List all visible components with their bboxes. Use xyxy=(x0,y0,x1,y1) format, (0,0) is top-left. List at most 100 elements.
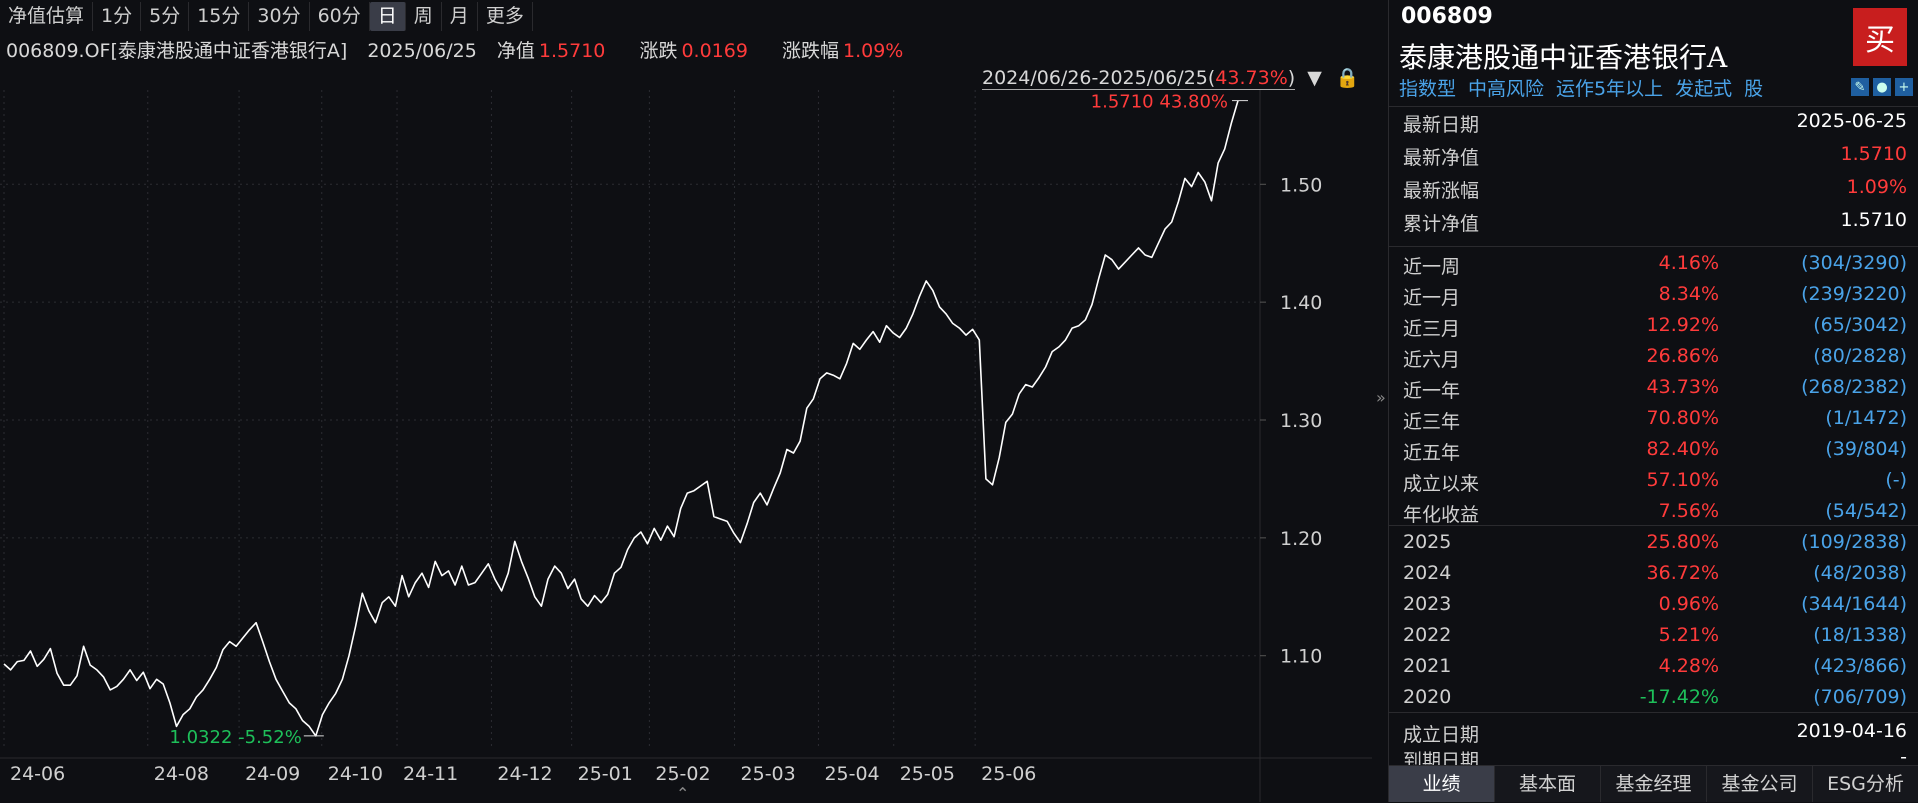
performance-pct: 7.56% xyxy=(1658,500,1719,522)
period-tab-8[interactable]: 月 xyxy=(442,2,478,31)
change-label: 涨跌 xyxy=(639,40,678,62)
performance-rank[interactable]: (80/2828) xyxy=(1813,345,1907,367)
period-tab-2[interactable]: 5分 xyxy=(141,2,190,31)
yearly-row: 2020 -17.42% (706/709) xyxy=(1403,686,1907,716)
performance-rank[interactable]: (304/3290) xyxy=(1801,252,1907,274)
yearly-label: 2024 xyxy=(1403,562,1452,584)
lock-icon[interactable]: 🔒 xyxy=(1335,67,1360,89)
performance-pct: 70.80% xyxy=(1646,407,1719,429)
period-tab-5[interactable]: 60分 xyxy=(310,2,370,31)
performance-rank[interactable]: (54/542) xyxy=(1825,500,1907,522)
performance-rank[interactable]: (39/804) xyxy=(1825,438,1907,460)
y-tick-label: 1.50 xyxy=(1280,174,1322,196)
fund-tag-4[interactable]: 股 xyxy=(1744,78,1764,100)
performance-pct: 57.10% xyxy=(1646,469,1719,491)
summary-row: 最新日期 2025-06-25 xyxy=(1403,110,1907,137)
range-selector[interactable]: 2024/06/26-2025/06/25(43.73%) ▼ 🔒 xyxy=(982,66,1360,90)
performance-row: 近三月 12.92% (65/3042) xyxy=(1403,314,1907,344)
performance-rank[interactable]: (-) xyxy=(1885,469,1907,491)
yearly-row: 2021 4.28% (423/866) xyxy=(1403,655,1907,685)
x-tick-label: 24-06 xyxy=(10,763,65,785)
nav-series-line xyxy=(3,100,1239,737)
performance-row: 年化收益 7.56% (54/542) xyxy=(1403,500,1907,530)
fund-tag-3[interactable]: 发起式 xyxy=(1675,78,1733,100)
period-tab-4[interactable]: 30分 xyxy=(249,2,310,31)
yearly-row: 2024 36.72% (48/2038) xyxy=(1403,562,1907,592)
maturity-row: 到期日期 - xyxy=(1403,746,1907,766)
divider xyxy=(1389,106,1918,107)
pct-label: 涨跌幅 xyxy=(781,40,839,62)
performance-pct: 8.34% xyxy=(1658,283,1719,305)
performance-label: 近一周 xyxy=(1403,256,1461,278)
period-tab-6[interactable]: 日 xyxy=(369,2,406,31)
panel-tab-0[interactable]: 业绩 xyxy=(1389,766,1495,802)
range-close: ) xyxy=(1287,67,1296,89)
performance-label: 年化收益 xyxy=(1403,504,1480,526)
y-tick-label: 1.10 xyxy=(1280,646,1322,668)
performance-rank[interactable]: (1/1472) xyxy=(1825,407,1907,429)
performance-row: 近六月 26.86% (80/2828) xyxy=(1403,345,1907,375)
edit-icon[interactable]: ✎ xyxy=(1851,78,1869,96)
maturity-value: - xyxy=(1900,746,1907,766)
period-tab-7[interactable]: 周 xyxy=(406,2,442,31)
divider xyxy=(1389,712,1918,713)
fund-tag-0[interactable]: 指数型 xyxy=(1399,78,1457,100)
yearly-rank[interactable]: (18/1338) xyxy=(1813,624,1907,646)
yearly-rank[interactable]: (109/2838) xyxy=(1801,531,1907,553)
period-tab-3[interactable]: 15分 xyxy=(189,2,250,31)
expand-bottom-icon[interactable]: ⌃ xyxy=(676,784,690,803)
fund-tag-2[interactable]: 运作5年以上 xyxy=(1556,78,1664,100)
range-dropdown-icon[interactable]: ▼ xyxy=(1307,67,1322,89)
x-tick-label: 25-02 xyxy=(655,763,710,785)
yearly-pct: 36.72% xyxy=(1646,562,1719,584)
yearly-pct: -17.42% xyxy=(1639,686,1719,708)
x-tick-label: 25-01 xyxy=(578,763,633,785)
yearly-label: 2021 xyxy=(1403,655,1452,677)
y-tick-label: 1.40 xyxy=(1280,292,1322,314)
panel-tab-3[interactable]: 基金公司 xyxy=(1707,766,1813,802)
founded-label: 成立日期 xyxy=(1403,724,1480,746)
performance-rank[interactable]: (239/3220) xyxy=(1801,283,1907,305)
performance-pct: 12.92% xyxy=(1646,314,1719,336)
yearly-rank[interactable]: (344/1644) xyxy=(1801,593,1907,615)
panel-tab-1[interactable]: 基本面 xyxy=(1495,766,1601,802)
buy-button[interactable]: 买 xyxy=(1853,8,1907,66)
yearly-pct: 4.28% xyxy=(1658,655,1719,677)
nav-line-chart[interactable]: 1.50 1.40 1.30 1.20 1.10 24-06 24-08 24-09 24-10… xyxy=(0,90,1372,802)
yearly-rank[interactable]: (706/709) xyxy=(1813,686,1907,708)
quote-date: 2025/06/25 xyxy=(367,40,477,62)
summary-value: 1.09% xyxy=(1846,176,1907,198)
summary-label: 累计净值 xyxy=(1403,213,1480,235)
panel-tab-4[interactable]: ESG分析 xyxy=(1813,766,1918,802)
summary-row: 最新涨幅 1.09% xyxy=(1403,176,1907,203)
fund-tag-1[interactable]: 中高风险 xyxy=(1468,78,1545,100)
performance-pct: 4.16% xyxy=(1658,252,1719,274)
summary-label: 最新净值 xyxy=(1403,147,1480,169)
period-tab-0[interactable]: 净值估算 xyxy=(0,2,94,31)
summary-value: 1.5710 xyxy=(1840,143,1907,165)
x-tick-label: 24-11 xyxy=(403,763,458,785)
nav-value: 1.5710 xyxy=(538,40,606,62)
yearly-row: 2025 25.80% (109/2838) xyxy=(1403,531,1907,561)
fund-info-panel: 006809 泰康港股通中证香港银行A 买 指数型 中高风险 运作5年以上 发起式股 … xyxy=(1388,0,1918,802)
add-icon[interactable]: + xyxy=(1895,78,1913,96)
range-text: 2024/06/26-2025/06/25( xyxy=(982,67,1216,89)
performance-rank[interactable]: (65/3042) xyxy=(1813,314,1907,336)
yearly-row: 2022 5.21% (18/1338) xyxy=(1403,624,1907,654)
performance-label: 近六月 xyxy=(1403,349,1461,371)
bell-icon[interactable]: ● xyxy=(1873,78,1891,96)
yearly-rank[interactable]: (48/2038) xyxy=(1813,562,1907,584)
yearly-pct: 5.21% xyxy=(1658,624,1719,646)
period-tab-1[interactable]: 1分 xyxy=(93,2,142,31)
y-tick-label: 1.20 xyxy=(1280,528,1322,550)
y-tick-label: 1.30 xyxy=(1280,410,1322,432)
yearly-label: 2022 xyxy=(1403,624,1452,646)
performance-pct: 43.73% xyxy=(1646,376,1719,398)
performance-label: 近一月 xyxy=(1403,287,1461,309)
period-tab-9[interactable]: 更多 xyxy=(478,2,533,31)
collapse-panel-icon[interactable]: » xyxy=(1376,388,1386,407)
x-tick-label: 24-09 xyxy=(245,763,300,785)
panel-tab-2[interactable]: 基金经理 xyxy=(1601,766,1707,802)
yearly-rank[interactable]: (423/866) xyxy=(1813,655,1907,677)
performance-rank[interactable]: (268/2382) xyxy=(1801,376,1907,398)
